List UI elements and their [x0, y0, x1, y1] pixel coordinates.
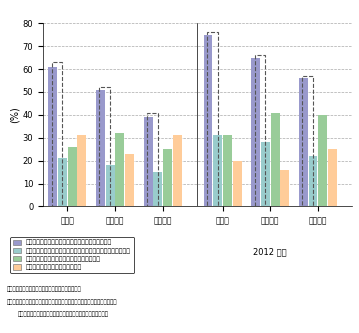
Bar [255, 55, 265, 206]
Bar [173, 136, 182, 206]
Bar [328, 149, 337, 206]
Text: 資料：経済産業省　海外事業活動基本調査から作成: 資料：経済産業省 海外事業活動基本調査から作成 [7, 286, 82, 292]
Bar [280, 170, 289, 206]
Bar [147, 113, 158, 206]
Bar [68, 147, 77, 206]
Bar [261, 143, 270, 206]
Bar [115, 133, 124, 206]
Bar [144, 117, 153, 206]
Bar [163, 149, 172, 206]
Bar [99, 88, 110, 206]
Bar [271, 113, 280, 206]
Bar [106, 165, 115, 206]
Bar [52, 62, 62, 206]
Bar [96, 90, 105, 206]
Bar [58, 159, 67, 206]
Text: 2005 年度: 2005 年度 [98, 248, 132, 257]
Bar [251, 58, 260, 206]
Bar [302, 76, 313, 206]
Text: 備考：複数回答（該当するもの３つまで）。本調査は、当該年度に海外現地: 備考：複数回答（該当するもの３つまで）。本調査は、当該年度に海外現地 [7, 300, 118, 305]
Bar [125, 154, 134, 206]
Bar [308, 156, 317, 206]
Bar [213, 136, 222, 206]
Bar [204, 35, 213, 206]
Bar [223, 136, 232, 206]
Bar [48, 67, 57, 206]
Bar [153, 172, 162, 206]
Y-axis label: (%): (%) [10, 107, 20, 123]
Text: 法人に新規投資又は追加投資を行った本社企業に聞いたもの。: 法人に新規投資又は追加投資を行った本社企業に聞いたもの。 [18, 311, 109, 317]
Bar [233, 161, 242, 206]
Text: 2012 年度: 2012 年度 [253, 248, 287, 257]
Bar [78, 136, 87, 206]
Bar [318, 115, 327, 206]
Legend: 現地の製品需要が旺盛又は今後の需要が見込まれる, 進出先近隣三国で製品需要が旺盛又は今後の拡大が見込まれる, 納入先を含む他の日系企業の進出実績がある, 良質で: 現地の製品需要が旺盛又は今後の需要が見込まれる, 進出先近隣三国で製品需要が旺盛… [10, 236, 134, 273]
Bar [299, 78, 308, 206]
Bar [207, 33, 218, 206]
